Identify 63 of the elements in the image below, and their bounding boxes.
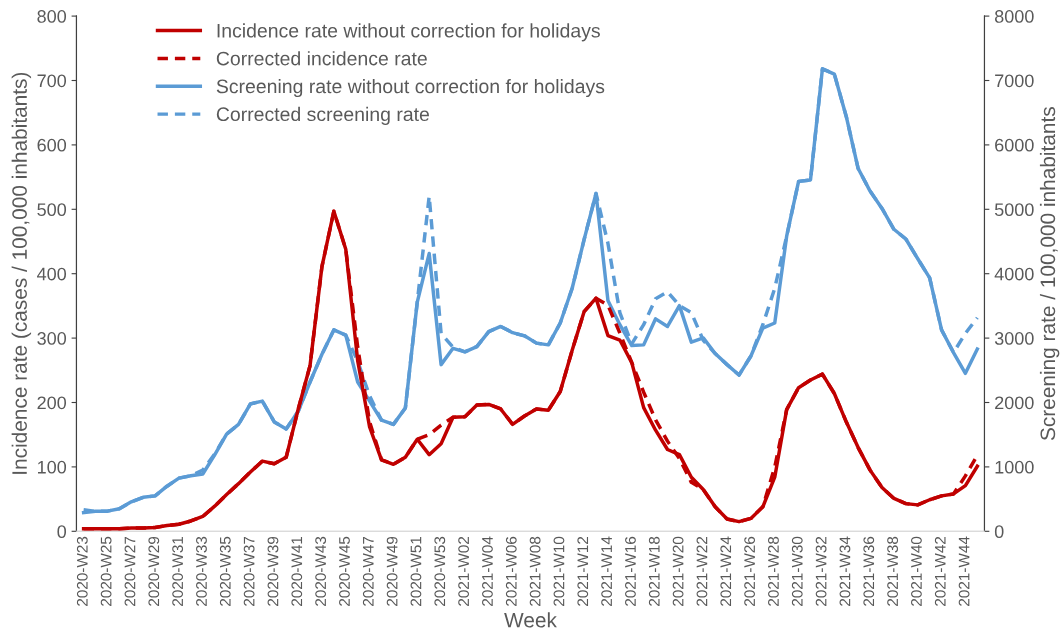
y2-tick-label: 4000: [994, 267, 1034, 281]
x-tick-label: 2020-W29: [148, 536, 160, 606]
y2-tick-label: 3000: [994, 332, 1034, 345]
x-tick-label: 2021-W02: [458, 536, 470, 606]
x-tick-label: 2021-W18: [648, 536, 660, 606]
x-tick-label: 2020-W27: [124, 536, 136, 606]
x-tick-label: 2020-W49: [386, 536, 398, 606]
x-tick-label: 2021-W26: [744, 536, 756, 606]
x-tick-label: 2020-W53: [434, 536, 446, 606]
y-tick-label: 300: [37, 332, 67, 345]
x-tick-label: 2020-W45: [339, 536, 350, 606]
x-tick-label: 2020-W37: [243, 536, 255, 606]
x-tick-label: 2021-W14: [601, 536, 613, 606]
x-tick-label: 2020-W25: [100, 536, 112, 606]
legend-label: Corrected screening rate: [216, 106, 429, 125]
y2-tick-label: 1000: [995, 460, 1034, 474]
x-tick-label: 2021-W12: [577, 536, 589, 606]
x-tick-label: 2021-W28: [768, 536, 779, 606]
x-tick-label: 2021-W40: [911, 536, 922, 606]
x-tick-label: 2020-W35: [219, 536, 231, 606]
x-tick-label: 2020-W33: [196, 536, 207, 606]
x-tick-label: 2021-W32: [815, 536, 827, 606]
x-tick-label: 2021-W34: [839, 536, 851, 606]
y-tick-label: 500: [37, 203, 67, 217]
x-tick-label: 2021-W06: [505, 536, 517, 606]
y-tick-label: 600: [37, 138, 67, 152]
x-axis-title: Week: [504, 612, 557, 628]
legend-label: Screening rate without correction for holidays: [216, 78, 605, 98]
x-tick-label: 2021-W22: [696, 536, 708, 606]
x-tick-label: 2020-W23: [76, 536, 88, 606]
y2-tick-label: 5000: [994, 203, 1034, 217]
y2-tick-label: 6000: [995, 138, 1034, 152]
y2-axis-title: Screening rate / 100,000 inhabitants: [1039, 107, 1060, 441]
y-tick-label: 700: [37, 74, 67, 88]
x-tick-label: 2021-W38: [887, 536, 899, 606]
x-tick-label: 2021-W36: [863, 536, 875, 606]
y2-tick-label: 7000: [995, 74, 1034, 88]
x-tick-label: 2021-W04: [482, 536, 493, 606]
x-tick-label: 2020-W47: [362, 536, 374, 606]
x-tick-label: 2021-W42: [934, 536, 946, 606]
legend-label: Incidence rate without correction for holidays: [217, 23, 600, 42]
x-tick-label: 2021-W20: [672, 536, 684, 606]
x-tick-label: 2020-W51: [410, 536, 422, 606]
y-axis-title: Incidence rate (cases / 100,000 inhabitants): [11, 72, 32, 474]
y2-tick-label: 8000: [994, 10, 1034, 23]
x-tick-label: 2021-W44: [958, 536, 970, 606]
x-tick-label: 2020-W43: [315, 536, 327, 606]
y-tick-label: 0: [57, 525, 67, 539]
y-tick-label: 100: [38, 460, 67, 474]
x-tick-label: 2021-W08: [529, 536, 541, 606]
x-tick-label: 2021-W30: [791, 536, 803, 606]
y2-tick-label: 0: [994, 525, 1004, 539]
x-tick-label: 2020-W41: [291, 536, 303, 606]
x-tick-label: 2021-W10: [553, 536, 565, 606]
y2-tick-label: 2000: [995, 396, 1034, 410]
y-tick-label: 800: [37, 10, 67, 23]
x-tick-label: 2020-W31: [172, 536, 184, 606]
legend-label: Corrected incidence rate: [216, 51, 427, 66]
x-tick-label: 2021-W16: [625, 536, 636, 606]
y-tick-label: 200: [37, 396, 67, 410]
y-tick-label: 400: [37, 267, 67, 281]
x-tick-label: 2021-W24: [720, 536, 732, 606]
x-tick-label: 2020-W39: [267, 536, 279, 606]
